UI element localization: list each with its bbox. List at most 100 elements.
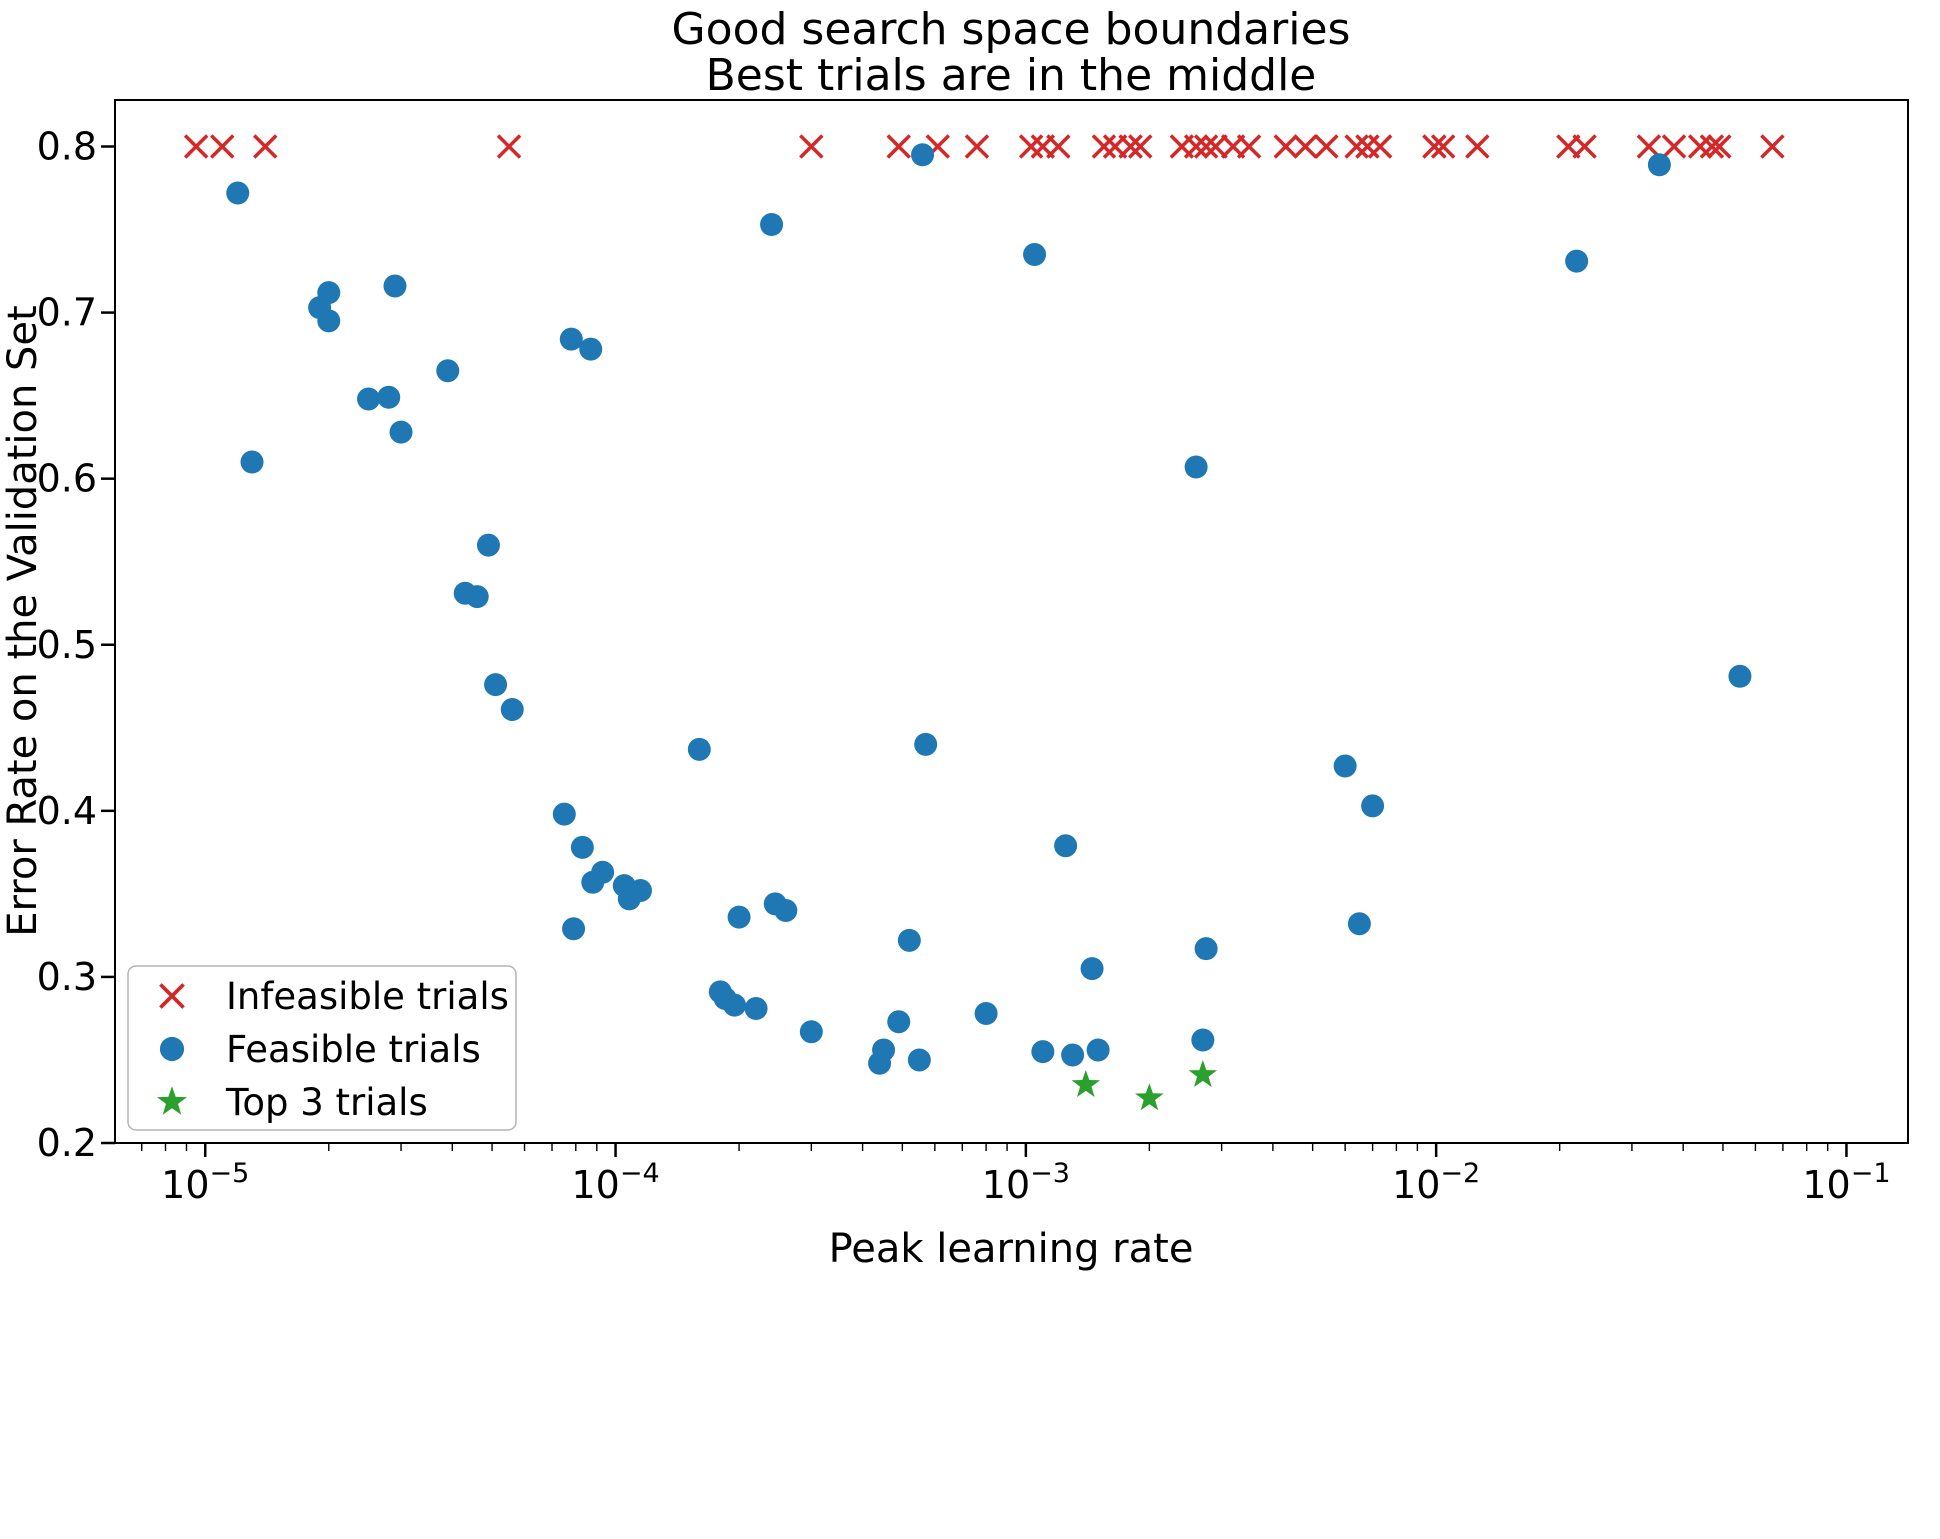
feasible-trial-marker <box>559 327 583 351</box>
infeasible-trial-marker <box>252 134 278 159</box>
feasible-trial-marker <box>476 533 500 557</box>
infeasible-trial-marker <box>1465 134 1490 159</box>
feasible-trial-marker <box>570 835 594 859</box>
feasible-trial-marker <box>317 309 341 333</box>
x-axis-label: Peak learning rate <box>829 1226 1194 1272</box>
infeasible-trial-marker <box>1760 134 1785 159</box>
infeasible-trial-marker <box>1572 134 1597 159</box>
feasible-trial-marker <box>1054 834 1078 858</box>
infeasible-trial-marker <box>1127 134 1153 159</box>
infeasible-trial-marker <box>1344 134 1369 159</box>
feasible-trial-marker <box>389 420 413 444</box>
infeasible-trial-marker <box>1314 134 1339 159</box>
feasible-trial-marker <box>744 996 768 1020</box>
infeasible-trial-marker <box>1707 134 1732 159</box>
feasible-trial-marker <box>465 585 489 609</box>
feasible-trial-marker <box>1086 1038 1110 1062</box>
legend-box <box>127 965 517 1131</box>
feasible-trial-marker <box>1347 912 1371 936</box>
infeasible-trial-marker <box>1273 134 1299 159</box>
feasible-trial-marker <box>1031 1040 1055 1064</box>
legend-label: Infeasible trials <box>226 975 509 1018</box>
feasible-trial-marker <box>562 917 586 941</box>
feasible-trial-marker <box>357 387 381 411</box>
feasible-trial-marker <box>687 737 711 761</box>
feasible-trial-marker <box>1023 242 1047 266</box>
feasible-trial-marker <box>723 993 747 1017</box>
top-trial-marker <box>1071 1069 1101 1097</box>
infeasible-trial-marker <box>1193 134 1219 159</box>
feasible-trial-marker <box>552 802 576 826</box>
feasible-trial-marker <box>383 274 407 298</box>
feasible-trial-marker <box>500 698 524 722</box>
x-tick-label: 10−3 <box>982 1158 1070 1207</box>
axis-ticks: 10−5 10−4 10−3 10−2 10−1 0.2 0.3 0.4 0.5 0.6 0.7 0.… <box>37 125 1891 1207</box>
infeasible-trial-marker <box>1661 134 1687 159</box>
y-tick-label: 0.4 <box>37 789 97 833</box>
legend: Infeasible trials Feasible trials Top 3 tr… <box>127 965 517 1131</box>
infeasible-trial-marker <box>1203 134 1228 159</box>
top-trial-marker <box>1135 1083 1164 1111</box>
axes-border <box>114 99 1909 1144</box>
feasible-trial-marker <box>974 1001 998 1025</box>
feasible-trial-marker <box>226 181 250 205</box>
feasible-trial-marker <box>1361 794 1385 818</box>
infeasible-trial-marker <box>1046 134 1071 159</box>
feasible-trial-marker <box>628 879 652 903</box>
infeasible-trial-marker <box>1367 134 1393 159</box>
feasible-trial-marker <box>727 905 751 929</box>
infeasible-trial-marker <box>886 134 911 159</box>
feasible-trial-marker <box>1061 1043 1085 1067</box>
infeasible-trial-marker <box>1091 134 1117 159</box>
infeasible-trial-marker <box>1355 134 1380 159</box>
y-tick-label: 0.7 <box>37 291 97 335</box>
feasible-trial-marker <box>872 1038 896 1062</box>
y-tick-label: 0.3 <box>37 955 97 999</box>
feasible-trial-marker <box>1647 153 1671 177</box>
feasible-trial-marker <box>897 928 921 952</box>
infeasible-trial-marker <box>210 134 235 159</box>
feasible-trial-marker <box>1184 455 1208 479</box>
y-tick-label: 0.6 <box>37 457 97 501</box>
feasible-trial-marker <box>1194 937 1218 961</box>
x-tick-label: 10−2 <box>1392 1158 1480 1207</box>
y-tick-label: 0.2 <box>37 1121 97 1165</box>
legend-label: Feasible trials <box>226 1028 481 1071</box>
feasible-trial-marker <box>436 359 460 383</box>
legend-x-marker <box>159 983 185 1009</box>
data-points <box>183 134 1785 1111</box>
feasible-trial-marker <box>799 1020 823 1044</box>
infeasible-trial-marker <box>183 134 209 159</box>
feasible-trial-marker <box>760 213 784 237</box>
infeasible-trial-marker <box>1699 134 1725 159</box>
infeasible-trial-marker <box>1183 134 1209 159</box>
infeasible-trial-marker <box>1293 134 1318 159</box>
x-tick-label: 10−5 <box>161 1158 249 1207</box>
legend-circle-marker <box>159 1036 185 1062</box>
x-tick-label: 10−4 <box>571 1158 659 1207</box>
chart-title-line1: Good search space boundaries <box>672 4 1351 55</box>
infeasible-trial-marker <box>1687 134 1713 159</box>
infeasible-trial-marker <box>496 134 522 159</box>
x-tick-label: 10−1 <box>1802 1158 1890 1207</box>
y-tick-label: 0.5 <box>37 623 97 667</box>
legend-label: Top 3 trials <box>225 1081 428 1124</box>
feasible-trial-marker <box>1333 754 1357 778</box>
chart-title-line2: Best trials are in the middle <box>706 50 1317 101</box>
legend-star-marker <box>157 1086 187 1115</box>
infeasible-trial-marker <box>1236 134 1262 159</box>
feasible-trial-marker <box>240 450 264 474</box>
feasible-trial-marker <box>377 385 401 409</box>
infeasible-trial-marker <box>964 134 990 159</box>
top-trial-marker <box>1188 1059 1218 1087</box>
y-axis-label: Error Rate on the Validation Set <box>0 305 46 936</box>
feasible-trial-marker <box>1565 249 1589 273</box>
feasible-trial-marker <box>911 143 935 167</box>
y-tick-label: 0.8 <box>37 125 97 169</box>
feasible-trial-marker <box>1080 957 1104 981</box>
feasible-trial-marker <box>907 1048 931 1072</box>
infeasible-trial-marker <box>799 134 824 159</box>
feasible-trial-marker <box>1728 664 1752 688</box>
feasible-trial-marker <box>914 732 938 756</box>
